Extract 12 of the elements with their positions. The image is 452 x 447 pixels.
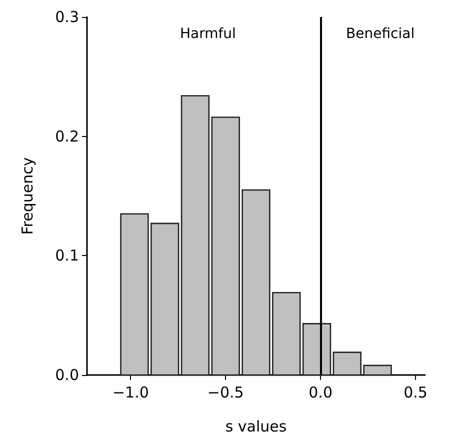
y-tick-label: 0.0 (55, 366, 79, 384)
annotation: Beneficial (346, 26, 415, 42)
x-tick-label: 0.5 (404, 384, 428, 402)
y-tick-label: 0.2 (55, 127, 79, 146)
y-tick-label: 0.1 (55, 246, 79, 265)
x-tick-label: 0.0 (308, 384, 332, 402)
annotation: Harmful (180, 26, 236, 42)
x-axis-title: s values (225, 418, 287, 436)
y-axis-title: Frequency (18, 157, 36, 235)
x-tick-label: −1.0 (112, 384, 149, 402)
y-tick-label: 0.3 (55, 8, 79, 26)
x-tick-label: −0.5 (207, 384, 244, 402)
